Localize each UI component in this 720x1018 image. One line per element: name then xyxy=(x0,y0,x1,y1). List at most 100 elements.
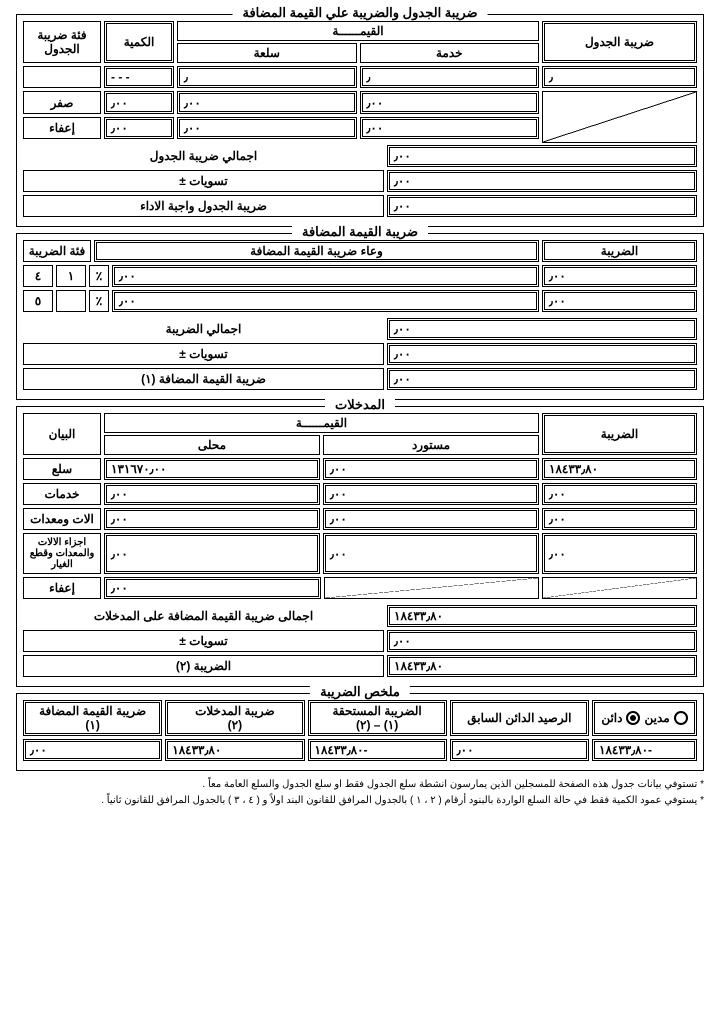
tax: ١٨٤٣٣٫٨٠ xyxy=(542,458,697,480)
hdr-value: القيمــــــة xyxy=(104,413,539,433)
total-val: ٫٠٠ xyxy=(387,343,697,365)
goods: ٫٠٠ xyxy=(177,117,357,139)
total-label: الضريبة (٢) xyxy=(23,655,384,677)
total-val: ١٨٤٣٣٫٨٠ xyxy=(387,655,697,677)
qty: - - - xyxy=(104,66,174,88)
hdr-cat: فئة ضريبة الجدول xyxy=(23,21,101,63)
section-inputs: المدخلات البيان القيمــــــة محلى مستورد… xyxy=(16,406,704,687)
hdr-value-group: القيمــــــة محلى مستورد xyxy=(104,413,539,455)
service: ٫٠٠ xyxy=(360,91,540,114)
total-val: ١٨٤٣٣٫٨٠ xyxy=(387,605,697,627)
total-val: ٫٠٠ xyxy=(387,368,697,390)
hdr-tax: الضريبة xyxy=(542,240,697,262)
r2: ٤ xyxy=(23,265,53,287)
qty: ٫٠٠ xyxy=(104,91,174,114)
total-val: ٫٠٠ xyxy=(387,630,697,652)
total-row: اجمالي ضريبة الجدول ٫٠٠ xyxy=(23,145,697,167)
hdr-qty: الكمية xyxy=(104,21,174,63)
pct: ٪ xyxy=(89,290,109,312)
goods: ٫ xyxy=(177,66,357,88)
total-label: تسويات ± xyxy=(23,630,384,652)
bayan: سلع xyxy=(23,458,101,480)
header-row: فئة الضريبة وعاء ضريبة القيمة المضافة ال… xyxy=(23,240,697,262)
table-row: سلع ١٣١٦٧٠٫٠٠ ٫٠٠ ١٨٤٣٣٫٨٠ xyxy=(23,458,697,480)
tax: ٫٠٠ xyxy=(542,265,697,287)
hdr-1: ضريبة القيمة المضافة (١) xyxy=(23,700,162,736)
table-row: إعفاء ٫٠٠ xyxy=(23,577,697,599)
header-row: ضريبة القيمة المضافة (١) ضريبة المدخلات … xyxy=(23,700,697,736)
hdr-import: مستورد xyxy=(323,435,539,455)
credit-label: دائن xyxy=(601,711,622,725)
section-vat: ضريبة القيمة المضافة فئة الضريبة وعاء ضر… xyxy=(16,233,704,400)
bayan: الات ومعدات xyxy=(23,508,101,530)
total-label: اجمالي الضريبة xyxy=(23,318,384,340)
v3: ١٨٤٣٣٫٨٠- xyxy=(308,739,447,761)
total-row: ضريبة الجدول واجبة الاداء ٫٠٠ xyxy=(23,195,697,217)
tax: ٫٠٠ xyxy=(542,483,697,505)
import: ٫٠٠ xyxy=(323,508,539,530)
radio-credit[interactable] xyxy=(626,711,640,725)
bayan: خدمات xyxy=(23,483,101,505)
section-title: ضريبة الجدول والضريبة علي القيمة المضافة xyxy=(232,5,487,21)
table-row: ٥ ٪ ٫٠٠ ٫٠٠ xyxy=(23,290,697,312)
service: ٫٠٠ xyxy=(360,117,540,139)
local: ١٣١٦٧٠٫٠٠ xyxy=(104,458,320,480)
table-row: اجزاء الالات والمعدات وقطع الغيار ٫٠٠ ٫٠… xyxy=(23,533,697,574)
local: ٫٠٠ xyxy=(104,483,320,505)
section-title: ضريبة القيمة المضافة xyxy=(292,224,428,240)
goods: ٫٠٠ xyxy=(177,91,357,114)
cat xyxy=(23,66,101,88)
total-row: اجمالى ضريبة القيمة المضافة على المدخلات… xyxy=(23,605,697,627)
base: ٫٠٠ xyxy=(112,290,539,312)
total-label: اجمالى ضريبة القيمة المضافة على المدخلات xyxy=(23,605,384,627)
total-label: ضريبة القيمة المضافة (١) xyxy=(23,368,384,390)
debit-label: مدين xyxy=(644,711,669,725)
total-row: ضريبة القيمة المضافة (١) ٫٠٠ xyxy=(23,368,697,390)
import: ٫٠٠ xyxy=(323,458,539,480)
total-val: ٫٠٠ xyxy=(387,145,697,167)
footnotes: * تستوفي بيانات جدول هذه الصفحة للمسجلين… xyxy=(16,777,704,809)
tax: ٫٠٠ xyxy=(542,533,697,574)
total-val: ٫٠٠ xyxy=(387,195,697,217)
hdr-value: القيمــــــة xyxy=(177,21,539,41)
total-label: تسويات ± xyxy=(23,170,384,192)
total-row: تسويات ± ٫٠٠ xyxy=(23,170,697,192)
header-row: البيان القيمــــــة محلى مستورد الضريبة xyxy=(23,413,697,455)
hdr-value-group: القيمــــــة سلعة خدمة xyxy=(177,21,539,63)
tax: ٫ xyxy=(542,66,697,88)
import-diag xyxy=(324,577,539,599)
bayan: اجزاء الالات والمعدات وقطع الغيار xyxy=(23,533,101,574)
total-label: اجمالي ضريبة الجدول xyxy=(23,145,384,167)
hdr-3: الضريبة المستحقة (١) – (٢) xyxy=(308,700,447,736)
total-row: تسويات ± ٫٠٠ xyxy=(23,343,697,365)
total-label: ضريبة الجدول واجبة الاداء xyxy=(23,195,384,217)
total-label: تسويات ± xyxy=(23,343,384,365)
local: ٫٠٠ xyxy=(104,508,320,530)
local: ٫٠٠ xyxy=(104,577,321,599)
total-row: اجمالي الضريبة ٫٠٠ xyxy=(23,318,697,340)
pct: ٪ xyxy=(89,265,109,287)
hdr-service: خدمة xyxy=(360,43,540,63)
hdr-bayan: البيان xyxy=(23,413,101,455)
table-row: صفر ٫٠٠ ٫٠٠ ٫٠٠ xyxy=(23,91,697,114)
total-row: تسويات ± ٫٠٠ xyxy=(23,630,697,652)
radio-debit[interactable] xyxy=(674,711,688,725)
v2: ١٨٤٣٣٫٨٠ xyxy=(165,739,304,761)
tax: ٫٠٠ xyxy=(542,290,697,312)
hdr-rate: فئة الضريبة xyxy=(23,240,91,262)
section-title: ملخص الضريبة xyxy=(310,684,410,700)
import: ٫٠٠ xyxy=(323,533,539,574)
qty: ٫٠٠ xyxy=(104,117,174,139)
r1: ١ xyxy=(56,265,86,287)
local: ٫٠٠ xyxy=(104,533,320,574)
r2: ٥ xyxy=(23,290,53,312)
bayan: إعفاء xyxy=(23,577,101,599)
header-row: فئة ضريبة الجدول الكمية القيمــــــة سلع… xyxy=(23,21,697,63)
total-val: ٫٠٠ xyxy=(387,318,697,340)
table-row: الات ومعدات ٫٠٠ ٫٠٠ ٫٠٠ xyxy=(23,508,697,530)
hdr-4: الرصيد الدائن السابق xyxy=(450,700,589,736)
cat: صفر xyxy=(23,91,101,114)
table-row: ٤ ١ ٪ ٫٠٠ ٫٠٠ xyxy=(23,265,697,287)
v1: ٫٠٠ xyxy=(23,739,162,761)
hdr-2: ضريبة المدخلات (٢) xyxy=(165,700,304,736)
